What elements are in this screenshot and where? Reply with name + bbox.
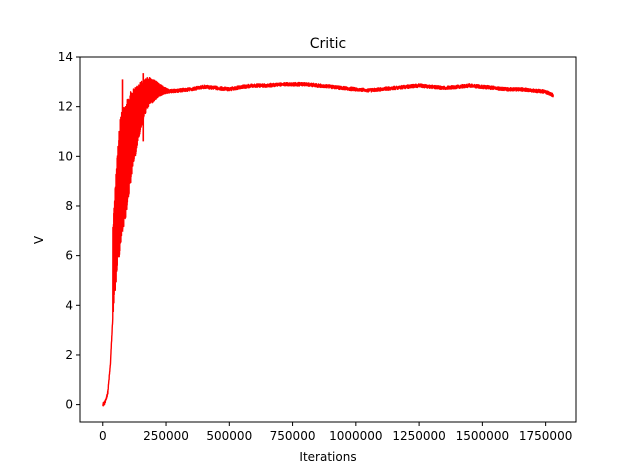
x-tick-label: 250000 bbox=[143, 429, 189, 443]
x-tick-label: 1750000 bbox=[519, 429, 572, 443]
x-tick-label: 500000 bbox=[206, 429, 252, 443]
x-tick-label: 0 bbox=[99, 429, 107, 443]
y-tick-label: 0 bbox=[65, 398, 73, 412]
y-tick-label: 10 bbox=[58, 149, 73, 163]
series-layer bbox=[102, 73, 554, 407]
plot-area bbox=[79, 56, 577, 423]
x-tick-label: 1250000 bbox=[392, 429, 445, 443]
plot-frame bbox=[79, 56, 577, 423]
y-tick-label: 12 bbox=[58, 100, 73, 114]
y-tick-label: 2 bbox=[65, 348, 73, 362]
y-axis-label: V bbox=[32, 235, 46, 244]
x-tick-label: 750000 bbox=[270, 429, 316, 443]
chart-title: Critic bbox=[310, 36, 347, 52]
y-tick-label: 14 bbox=[58, 50, 73, 64]
x-tick-label: 1000000 bbox=[329, 429, 382, 443]
series-line bbox=[102, 76, 554, 407]
y-tick-label: 6 bbox=[65, 249, 73, 263]
y-axis-ticks: 0 2 4 6 8 10 12 14 bbox=[58, 50, 80, 412]
y-tick-label: 4 bbox=[65, 298, 73, 312]
y-tick-label: 8 bbox=[65, 199, 73, 213]
x-axis-label: Iterations bbox=[299, 450, 356, 464]
x-axis-ticks: 0 250000 500000 750000 1000000 1250000 1500000… bbox=[99, 422, 572, 443]
x-tick-label: 1500000 bbox=[456, 429, 509, 443]
